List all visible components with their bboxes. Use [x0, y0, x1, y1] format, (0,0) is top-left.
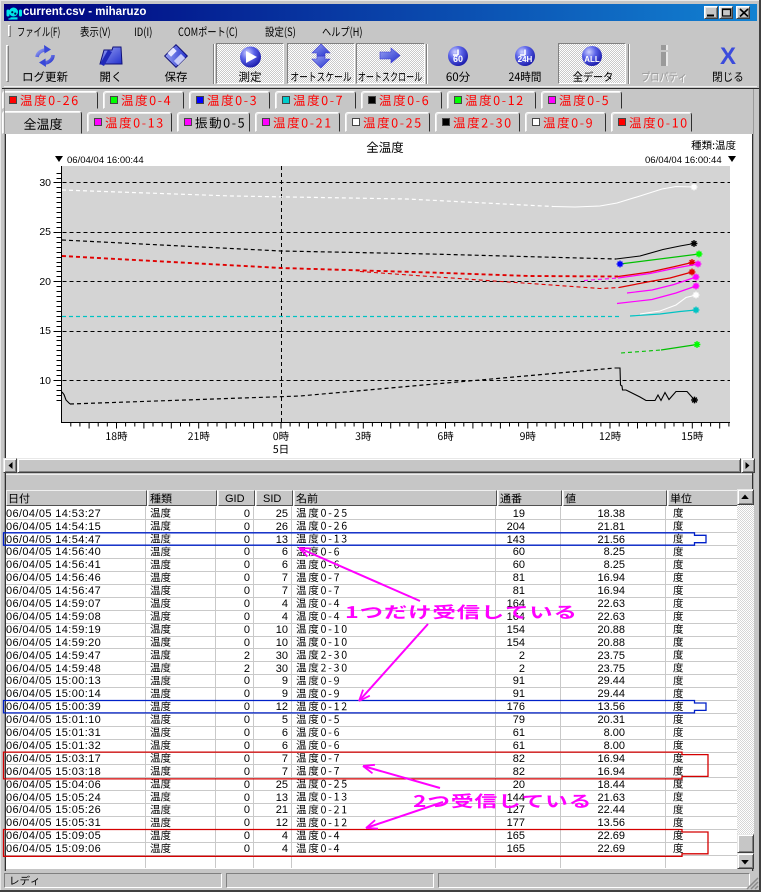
- svg-text:ALL: ALL: [584, 55, 600, 64]
- svg-text:60: 60: [453, 54, 463, 64]
- svg-text:X: X: [720, 43, 736, 70]
- svg-text:24H: 24H: [518, 55, 533, 64]
